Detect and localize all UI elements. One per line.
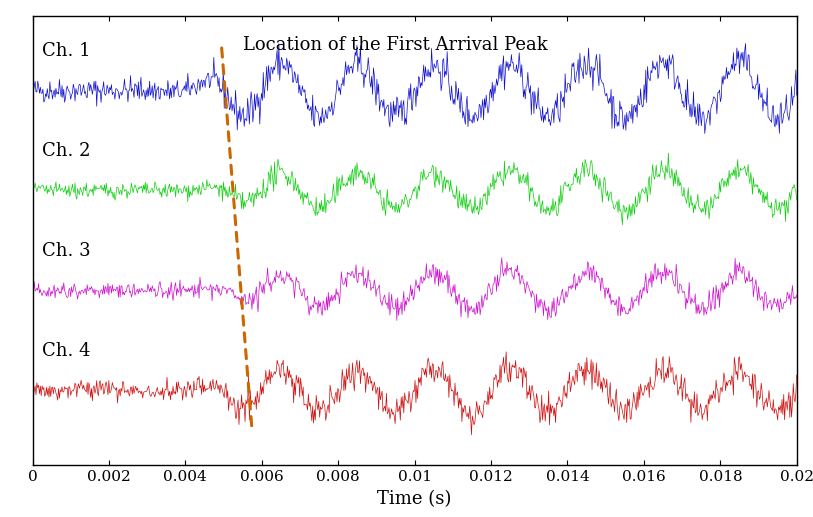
Text: Ch. 4: Ch. 4: [42, 342, 90, 360]
Text: Location of the First Arrival Peak: Location of the First Arrival Peak: [243, 36, 547, 53]
Text: Ch. 2: Ch. 2: [42, 143, 90, 160]
Text: Ch. 1: Ch. 1: [42, 42, 91, 60]
Text: Ch. 3: Ch. 3: [42, 242, 91, 261]
X-axis label: Time (s): Time (s): [377, 490, 452, 508]
